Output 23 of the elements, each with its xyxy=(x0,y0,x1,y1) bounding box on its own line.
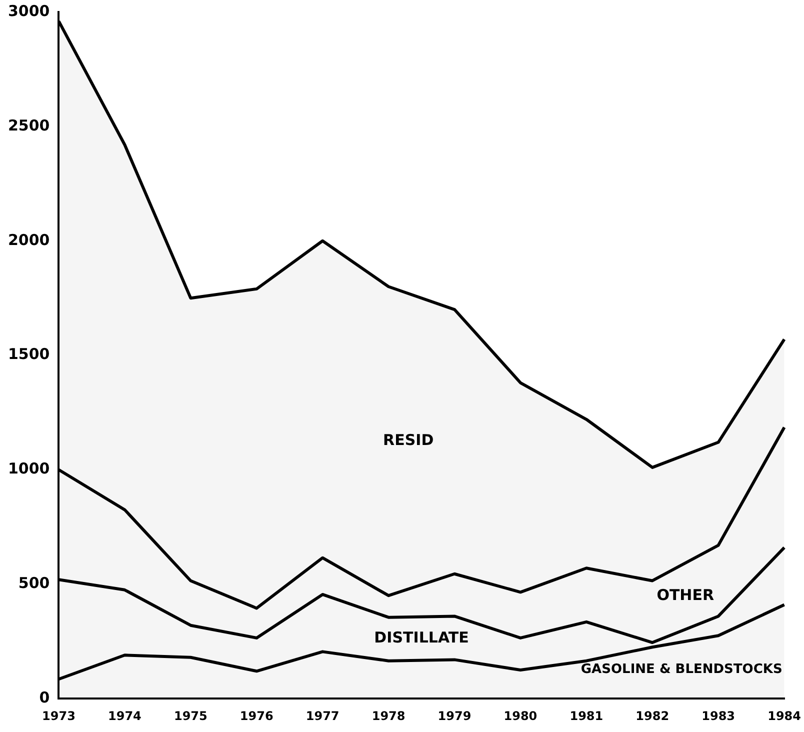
series-label: DISTILLATE xyxy=(374,628,469,646)
series-label: GASOLINE & BLENDSTOCKS xyxy=(580,662,782,678)
x-tick-label: 1981 xyxy=(570,708,604,723)
y-tick-label: 2500 xyxy=(8,116,50,134)
x-tick-label: 1984 xyxy=(768,708,802,723)
x-tick-label: 1974 xyxy=(108,708,142,723)
y-tick-label: 3000 xyxy=(8,2,50,20)
y-tick-label: 1500 xyxy=(8,345,50,364)
x-tick-label: 1980 xyxy=(504,708,538,723)
y-tick-label: 2000 xyxy=(8,230,50,249)
x-tick-label: 1978 xyxy=(372,708,406,723)
series-label: RESID xyxy=(383,431,434,450)
x-tick-label: 1983 xyxy=(702,708,736,723)
series-label: OTHER xyxy=(656,586,714,604)
x-tick-label: 1977 xyxy=(306,708,340,723)
x-tick-label: 1975 xyxy=(174,708,208,723)
y-tick-label: 500 xyxy=(18,574,50,592)
y-tick-label: 1000 xyxy=(8,460,50,478)
x-tick-label: 1982 xyxy=(636,708,670,723)
x-tick-label: 1979 xyxy=(438,708,472,723)
x-tick-label: 1973 xyxy=(42,708,76,723)
x-tick-label: 1976 xyxy=(240,708,274,723)
y-tick-label: 0 xyxy=(39,688,50,706)
